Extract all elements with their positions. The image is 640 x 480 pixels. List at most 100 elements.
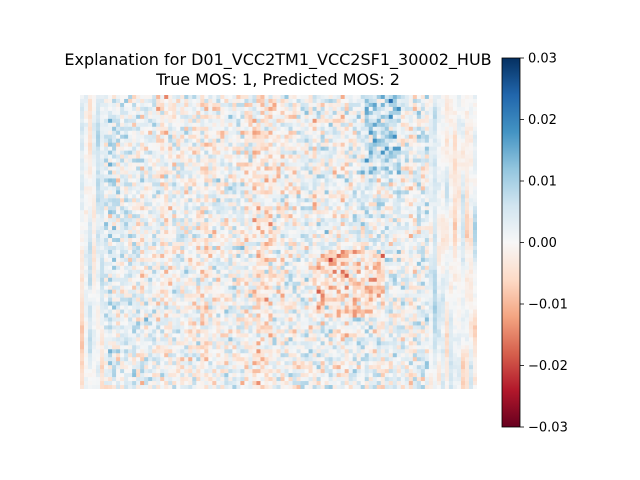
heatmap-cell: [168, 154, 173, 159]
heatmap-cell: [196, 321, 201, 326]
heatmap-cell: [96, 182, 101, 187]
heatmap-cell: [272, 138, 277, 143]
heatmap-cell: [184, 309, 189, 314]
heatmap-cell: [116, 130, 121, 136]
heatmap-cell: [92, 98, 97, 104]
heatmap-cell: [256, 309, 261, 314]
heatmap-cell: [248, 146, 253, 151]
heatmap-cell: [140, 341, 145, 346]
heatmap-cell: [152, 373, 157, 378]
heatmap-cell: [296, 114, 301, 120]
heatmap-cell: [196, 245, 201, 251]
heatmap-cell: [236, 238, 241, 243]
heatmap-cell: [144, 285, 149, 290]
heatmap-cell: [80, 377, 85, 382]
heatmap-cell: [172, 226, 177, 231]
heatmap-cell: [124, 273, 129, 279]
heatmap-cell: [188, 154, 193, 159]
heatmap-cell: [172, 122, 177, 128]
heatmap-cell: [172, 126, 177, 132]
heatmap-cell: [156, 138, 161, 143]
heatmap-cell: [308, 138, 313, 143]
heatmap-cell: [96, 226, 101, 231]
heatmap-cell: [92, 130, 97, 136]
heatmap-cell: [88, 134, 93, 139]
heatmap-cell: [112, 114, 117, 120]
heatmap-cell: [208, 365, 213, 370]
heatmap-cell: [336, 226, 341, 231]
heatmap-cell: [164, 106, 169, 112]
heatmap-cell: [244, 245, 249, 251]
heatmap-cell: [324, 190, 329, 195]
heatmap-cell: [320, 230, 325, 235]
heatmap-cell: [100, 170, 105, 175]
heatmap-cell: [272, 106, 277, 112]
heatmap-cell: [336, 249, 341, 255]
heatmap-cell: [260, 194, 265, 199]
heatmap-cell: [108, 361, 113, 366]
heatmap-cell: [200, 261, 205, 267]
heatmap-cell: [344, 130, 349, 136]
heatmap-cell: [216, 102, 221, 108]
heatmap-cell: [204, 273, 209, 279]
heatmap-cell: [284, 329, 289, 334]
heatmap-cell: [188, 110, 193, 116]
heatmap-cell: [212, 98, 217, 104]
heatmap-cell: [336, 289, 341, 294]
heatmap-cell: [216, 242, 221, 247]
heatmap-cell: [248, 138, 253, 143]
heatmap-cell: [336, 277, 341, 283]
heatmap-cell: [104, 317, 109, 322]
heatmap-cell: [292, 182, 297, 187]
heatmap-cell: [228, 353, 233, 358]
heatmap-cell: [284, 98, 289, 104]
heatmap-cell: [144, 126, 149, 132]
heatmap-cell: [188, 186, 193, 191]
heatmap-cell: [288, 385, 293, 389]
heatmap-cell: [200, 122, 205, 128]
heatmap-cell: [296, 305, 301, 310]
heatmap-cell: [120, 162, 125, 167]
heatmap-cell: [256, 186, 261, 191]
heatmap-cell: [228, 257, 233, 263]
heatmap-cell: [304, 253, 309, 259]
heatmap-cell: [172, 337, 177, 342]
heatmap-cell: [192, 273, 197, 279]
heatmap-cell: [284, 357, 289, 362]
heatmap-cell: [348, 114, 353, 120]
heatmap-cell: [124, 385, 129, 389]
heatmap-cell: [88, 373, 93, 378]
heatmap-cell: [184, 261, 189, 267]
heatmap-cell: [344, 238, 349, 243]
heatmap-cell: [276, 186, 281, 191]
heatmap-cell: [208, 301, 213, 306]
heatmap-cell: [132, 142, 137, 147]
heatmap-cell: [192, 194, 197, 199]
heatmap-cell: [332, 134, 337, 139]
heatmap-cell: [316, 305, 321, 310]
heatmap-cell: [268, 349, 273, 354]
heatmap-cell: [232, 257, 237, 263]
heatmap-cell: [180, 150, 185, 155]
heatmap-cell: [280, 214, 285, 219]
heatmap-cell: [144, 198, 149, 203]
heatmap-cell: [300, 126, 305, 132]
heatmap-cell: [136, 106, 141, 112]
heatmap-cell: [188, 361, 193, 366]
heatmap-cell: [280, 305, 285, 310]
heatmap-cell: [120, 273, 125, 279]
heatmap-cell: [96, 281, 101, 286]
heatmap-cell: [112, 190, 117, 195]
heatmap-cell: [244, 281, 249, 286]
heatmap-cell: [264, 349, 269, 354]
heatmap-cell: [124, 301, 129, 306]
heatmap-cell: [208, 174, 213, 179]
heatmap-cell: [244, 150, 249, 155]
heatmap-cell: [172, 353, 177, 358]
heatmap-cell: [280, 154, 285, 159]
heatmap-cell: [88, 309, 93, 314]
heatmap-cell: [240, 118, 245, 124]
heatmap-cell: [280, 365, 285, 370]
heatmap-cell: [140, 206, 145, 211]
heatmap-cell: [288, 206, 293, 211]
